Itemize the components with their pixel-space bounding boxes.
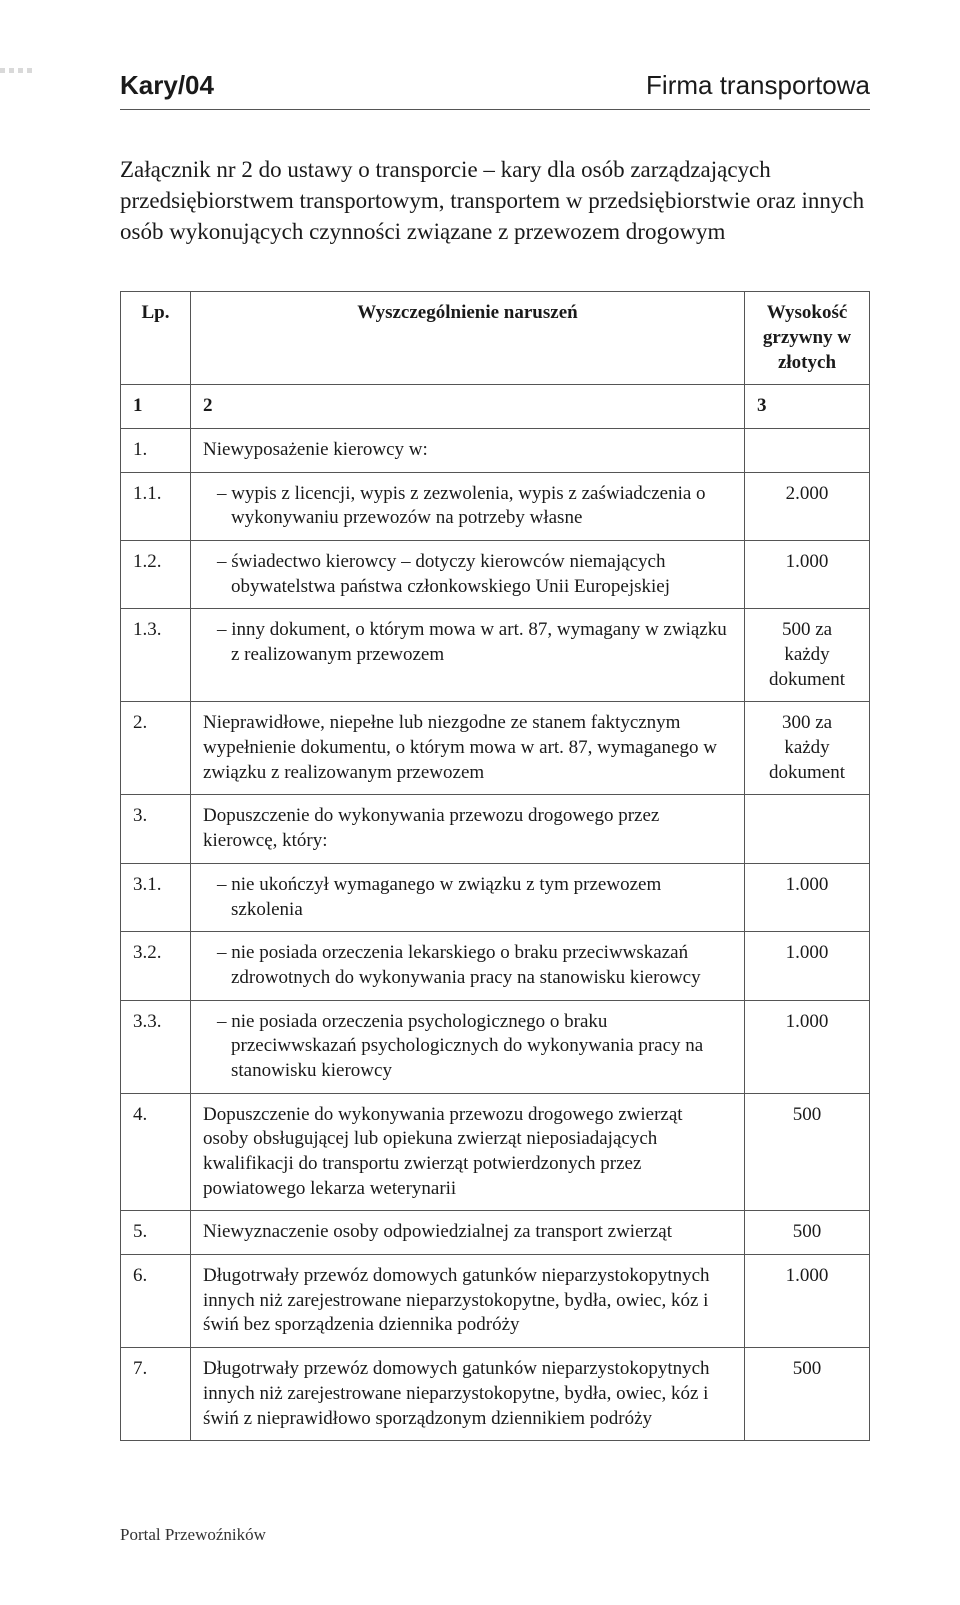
cell-desc: – nie posiada orzeczenia psychologiczneg… [191, 1000, 745, 1093]
table-row: 2.Nieprawidłowe, niepełne lub niezgodne … [121, 702, 870, 795]
table-row: 3.Dopuszczenie do wykonywania przewozu d… [121, 795, 870, 863]
cell-desc: – inny dokument, o którym mowa w art. 87… [191, 609, 745, 702]
cell-desc: Niewyposażenie kierowcy w: [191, 428, 745, 472]
cell-desc: Nieprawidłowe, niepełne lub niezgodne ze… [191, 702, 745, 795]
cell-desc: – nie posiada orzeczenia lekarskiego o b… [191, 932, 745, 1000]
table-row: 1.Niewyposażenie kierowcy w: [121, 428, 870, 472]
column-number-row: 1 2 3 [121, 385, 870, 429]
table-row: 4.Dopuszczenie do wykonywania przewozu d… [121, 1093, 870, 1211]
penalties-table: Lp. Wyszczególnienie naruszeń Wysokość g… [120, 291, 870, 1441]
col-header-desc: Wyszczególnienie naruszeń [191, 292, 745, 385]
cell-desc: – świadectwo kierowcy – dotyczy kierowcó… [191, 540, 745, 608]
cell-desc: Długotrwały przewóz domowych gatunków ni… [191, 1348, 745, 1441]
page-footer: Portal Przewoźników [120, 1525, 266, 1545]
document-page: Kary/04 Firma transportowa Załącznik nr … [0, 0, 960, 1605]
cell-lp: 6. [121, 1255, 191, 1348]
table-row: 3.3.– nie posiada orzeczenia psychologic… [121, 1000, 870, 1093]
cell-amount [745, 795, 870, 863]
cell-desc: Niewyznaczenie osoby odpowiedzialnej za … [191, 1211, 745, 1255]
cell-amount [745, 428, 870, 472]
cell-amount: 500 [745, 1348, 870, 1441]
cell-amount: 1.000 [745, 932, 870, 1000]
cell-amount: 500 [745, 1211, 870, 1255]
colnum-1: 1 [121, 385, 191, 429]
margin-dots [0, 68, 32, 73]
cell-lp: 3.2. [121, 932, 191, 1000]
col-header-amt: Wysokość grzywny w złotych [745, 292, 870, 385]
table-row: 7.Długotrwały przewóz domowych gatunków … [121, 1348, 870, 1441]
colnum-2: 2 [191, 385, 745, 429]
cell-amount: 1.000 [745, 1255, 870, 1348]
col-header-lp: Lp. [121, 292, 191, 385]
cell-desc: Dopuszczenie do wykonywania przewozu dro… [191, 795, 745, 863]
cell-lp: 1.1. [121, 472, 191, 540]
table-row: 1.1.– wypis z licencji, wypis z zezwolen… [121, 472, 870, 540]
cell-amount: 500 za każdy dokument [745, 609, 870, 702]
cell-desc: Dopuszczenie do wykonywania przewozu dro… [191, 1093, 745, 1211]
cell-amount: 1.000 [745, 863, 870, 931]
cell-amount: 2.000 [745, 472, 870, 540]
table-row: 3.1.– nie ukończył wymaganego w związku … [121, 863, 870, 931]
cell-desc: Długotrwały przewóz domowych gatunków ni… [191, 1255, 745, 1348]
intro-paragraph: Załącznik nr 2 do ustawy o transporcie –… [120, 154, 870, 247]
table-header-row: Lp. Wyszczególnienie naruszeń Wysokość g… [121, 292, 870, 385]
cell-amount: 1.000 [745, 540, 870, 608]
table-row: 3.2.– nie posiada orzeczenia lekarskiego… [121, 932, 870, 1000]
cell-lp: 4. [121, 1093, 191, 1211]
cell-lp: 2. [121, 702, 191, 795]
page-header: Kary/04 Firma transportowa [120, 70, 870, 110]
cell-lp: 1. [121, 428, 191, 472]
cell-lp: 7. [121, 1348, 191, 1441]
table-row: 1.3.– inny dokument, o którym mowa w art… [121, 609, 870, 702]
table-row: 5.Niewyznaczenie osoby odpowiedzialnej z… [121, 1211, 870, 1255]
cell-lp: 1.2. [121, 540, 191, 608]
cell-amount: 1.000 [745, 1000, 870, 1093]
colnum-3: 3 [745, 385, 870, 429]
cell-lp: 5. [121, 1211, 191, 1255]
table-row: 1.2.– świadectwo kierowcy – dotyczy kier… [121, 540, 870, 608]
cell-lp: 3.3. [121, 1000, 191, 1093]
table-body: 1.Niewyposażenie kierowcy w:1.1.– wypis … [121, 428, 870, 1440]
cell-amount: 300 za każdy dokument [745, 702, 870, 795]
section-code: Kary/04 [120, 70, 214, 101]
table-row: 6.Długotrwały przewóz domowych gatunków … [121, 1255, 870, 1348]
section-label: Firma transportowa [646, 70, 870, 101]
cell-amount: 500 [745, 1093, 870, 1211]
cell-lp: 3.1. [121, 863, 191, 931]
cell-desc: – nie ukończył wymaganego w związku z ty… [191, 863, 745, 931]
cell-desc: – wypis z licencji, wypis z zezwolenia, … [191, 472, 745, 540]
cell-lp: 3. [121, 795, 191, 863]
cell-lp: 1.3. [121, 609, 191, 702]
